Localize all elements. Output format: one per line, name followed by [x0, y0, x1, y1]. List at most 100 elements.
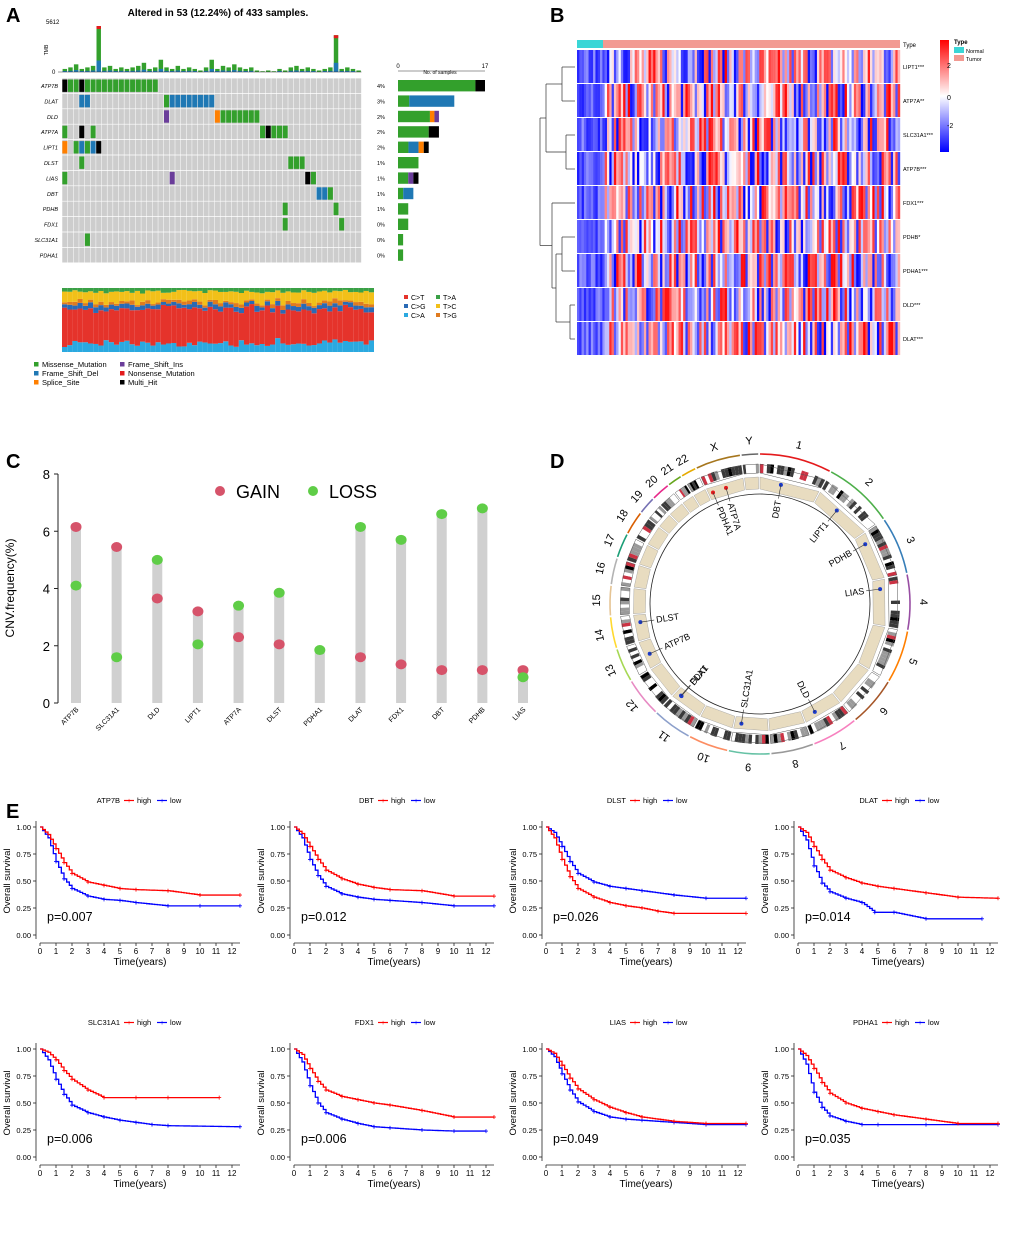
titv-bar-segment — [181, 346, 187, 352]
heatmap-cell — [643, 186, 647, 219]
heatmap-cell — [650, 118, 654, 151]
cytoband — [621, 625, 632, 631]
heatmap-cell — [583, 118, 587, 151]
chromosome-label: 4 — [917, 599, 929, 605]
heatmap-cell — [655, 50, 658, 83]
titv-bar-segment — [181, 304, 187, 308]
heatmap-cell — [671, 186, 675, 219]
km-x-tick-label: 8 — [420, 947, 425, 956]
heatmap-cell — [620, 186, 624, 219]
cytoband — [710, 471, 717, 482]
cnv-point-loss — [273, 587, 285, 598]
heatmap-cell — [860, 84, 864, 117]
km-curve-low — [40, 826, 240, 907]
chromosome-label: X — [709, 441, 720, 455]
mutation-cell — [84, 94, 90, 108]
cytoband — [861, 516, 872, 525]
heatmap-cell — [810, 50, 813, 83]
km-legend-high-tick: + — [633, 798, 637, 805]
cytoband — [855, 690, 865, 700]
km-p-value: p=0.014 — [805, 910, 851, 924]
heatmap-cell — [773, 220, 776, 253]
km-y-tick-label: 0.00 — [16, 931, 31, 940]
heatmap-cell — [660, 322, 663, 355]
titv-bar-segment — [233, 288, 239, 292]
heatmap-cell — [588, 288, 592, 321]
tmb-bar — [73, 64, 79, 72]
km-y-axis-label: Overall survival — [508, 849, 519, 914]
heatmap-cell — [840, 254, 843, 287]
km-x-tick-label: 7 — [404, 1169, 409, 1178]
titv-bar-segment — [207, 288, 213, 291]
heatmap-cell — [881, 254, 885, 287]
km-y-tick-label: 1.00 — [16, 1045, 31, 1054]
tmb-bar — [249, 67, 254, 72]
tmb-min-label: 0 — [52, 70, 56, 76]
heatmap-cell — [641, 118, 645, 151]
km-x-tick-label: 6 — [388, 1169, 393, 1178]
heatmap-cell — [713, 152, 716, 185]
km-x-tick-label: 0 — [796, 1169, 801, 1178]
heatmap-cell — [690, 288, 693, 321]
heatmap-cell — [743, 322, 746, 355]
titv-bar-segment — [322, 290, 328, 301]
titv-bar-segment — [103, 293, 109, 305]
heatmap-cell — [752, 254, 755, 287]
km-x-tick-label: 1 — [308, 947, 313, 956]
heatmap-cell — [650, 220, 654, 253]
km-y-tick-label: 0.75 — [522, 850, 537, 859]
tmb-bar — [339, 68, 344, 72]
heatmap-cell — [807, 220, 811, 253]
heatmap-cell — [590, 152, 594, 185]
heatmap-cell — [863, 220, 866, 253]
heatmap-cell — [747, 50, 751, 83]
km-x-tick-label: 4 — [102, 947, 107, 956]
titv-bar-segment — [332, 303, 338, 308]
km-legend-low-tick: + — [918, 798, 922, 805]
heatmap-cell — [754, 50, 758, 83]
heatmap-cell — [722, 118, 725, 151]
heatmap-cell — [863, 84, 866, 117]
heatmap-cell — [876, 186, 880, 219]
heatmap-cell — [639, 322, 642, 355]
heatmap-cell — [680, 152, 684, 185]
heatmap-cell — [761, 322, 765, 355]
titv-bar-segment — [82, 303, 88, 306]
heatmap-cell — [662, 152, 665, 185]
heatmap-cell — [842, 220, 845, 253]
heatmap-cell — [858, 288, 861, 321]
gene-percentage-label: 2% — [377, 115, 385, 121]
titv-bar-segment — [348, 302, 354, 308]
heatmap-cell — [606, 186, 610, 219]
titv-bar-segment — [72, 288, 78, 291]
titv-bar-segment — [82, 305, 88, 310]
heatmap-cell — [784, 288, 788, 321]
heatmap-cell — [893, 84, 896, 117]
heatmap-cell — [773, 84, 776, 117]
km-curve-low — [546, 1048, 746, 1126]
heatmap-cell — [690, 84, 693, 117]
titv-bar-segment — [363, 303, 369, 308]
heatmap-cell — [687, 186, 691, 219]
heatmap-cell — [581, 84, 585, 117]
heatmap-cell — [611, 118, 615, 151]
gene-count-bar — [408, 172, 414, 184]
heatmap-cell — [726, 220, 730, 253]
heatmap-cell — [796, 50, 799, 83]
heatmap-cell — [853, 288, 857, 321]
heatmap-cell — [770, 186, 774, 219]
heatmap-cell — [777, 50, 781, 83]
titv-bar-segment — [363, 288, 369, 291]
chromosome-arc — [855, 681, 889, 721]
cytoband — [763, 464, 768, 474]
cytoband — [799, 470, 806, 481]
heatmap-cell — [699, 186, 702, 219]
heatmap-cell — [895, 220, 898, 253]
gene-count-bar — [398, 126, 429, 138]
titv-bar-segment — [342, 289, 348, 301]
heatmap-cell — [837, 186, 841, 219]
cytoband — [620, 590, 630, 595]
heatmap-cell — [683, 220, 686, 253]
cytoband — [889, 579, 899, 585]
chromosome-arc — [616, 649, 632, 681]
